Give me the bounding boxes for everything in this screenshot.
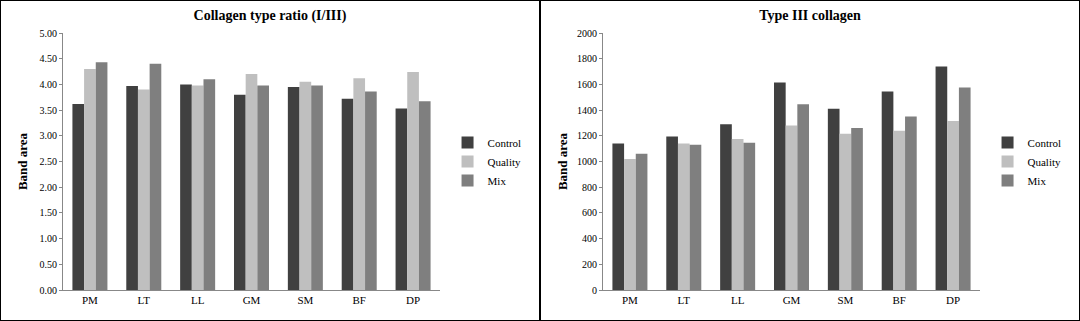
svg-text:Mix: Mix (488, 175, 507, 187)
svg-text:DP: DP (406, 294, 420, 306)
svg-text:Control: Control (1028, 137, 1062, 149)
svg-text:GM: GM (243, 294, 261, 306)
svg-text:Quality: Quality (488, 156, 521, 168)
svg-text:SM: SM (837, 294, 853, 306)
svg-text:0.50: 0.50 (40, 259, 58, 270)
svg-text:LL: LL (731, 294, 745, 306)
svg-text:BF: BF (352, 294, 365, 306)
svg-text:2.00: 2.00 (40, 182, 58, 193)
svg-text:LT: LT (678, 294, 691, 306)
svg-text:3.00: 3.00 (40, 130, 58, 141)
svg-text:Band area: Band area (555, 132, 570, 190)
svg-text:Quality: Quality (1028, 156, 1061, 168)
svg-text:5.00: 5.00 (40, 28, 58, 39)
svg-text:Band area: Band area (15, 132, 30, 190)
svg-text:GM: GM (783, 294, 801, 306)
svg-text:1800: 1800 (577, 53, 597, 64)
svg-text:PM: PM (82, 294, 98, 306)
svg-text:DP: DP (946, 294, 960, 306)
svg-text:1000: 1000 (577, 156, 597, 167)
svg-text:LL: LL (191, 294, 205, 306)
svg-text:200: 200 (582, 259, 597, 270)
svg-text:BF: BF (892, 294, 905, 306)
svg-text:1600: 1600 (577, 79, 597, 90)
svg-text:4.50: 4.50 (40, 53, 58, 64)
svg-text:400: 400 (582, 233, 597, 244)
svg-text:Collagen type ratio (I/III): Collagen type ratio (I/III) (194, 8, 347, 24)
svg-text:600: 600 (582, 207, 597, 218)
svg-text:Type III collagen: Type III collagen (759, 8, 861, 23)
svg-text:3.50: 3.50 (40, 105, 58, 116)
svg-text:LT: LT (138, 294, 151, 306)
svg-text:800: 800 (582, 182, 597, 193)
svg-text:PM: PM (622, 294, 638, 306)
svg-text:2000: 2000 (577, 28, 597, 39)
svg-text:1200: 1200 (577, 130, 597, 141)
svg-text:1400: 1400 (577, 105, 597, 116)
svg-text:SM: SM (297, 294, 313, 306)
svg-text:4.00: 4.00 (40, 79, 58, 90)
svg-text:Mix: Mix (1028, 175, 1047, 187)
svg-text:2.50: 2.50 (40, 156, 58, 167)
svg-text:Control: Control (488, 137, 522, 149)
svg-text:0: 0 (592, 285, 597, 296)
svg-text:1.00: 1.00 (40, 233, 58, 244)
svg-text:1.50: 1.50 (40, 207, 58, 218)
svg-text:0.00: 0.00 (40, 285, 58, 296)
